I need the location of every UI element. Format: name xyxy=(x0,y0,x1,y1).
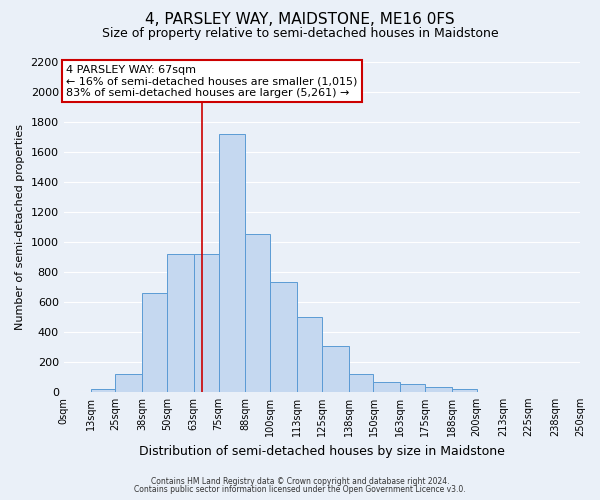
Bar xyxy=(218,134,245,392)
Text: Contains public sector information licensed under the Open Government Licence v3: Contains public sector information licen… xyxy=(134,484,466,494)
Bar xyxy=(167,254,194,392)
Bar xyxy=(194,254,218,392)
Bar xyxy=(322,346,349,392)
Text: 4, PARSLEY WAY, MAIDSTONE, ME16 0FS: 4, PARSLEY WAY, MAIDSTONE, ME16 0FS xyxy=(145,12,455,28)
Bar xyxy=(115,374,142,392)
Bar xyxy=(400,384,425,392)
Text: 4 PARSLEY WAY: 67sqm
← 16% of semi-detached houses are smaller (1,015)
83% of se: 4 PARSLEY WAY: 67sqm ← 16% of semi-detac… xyxy=(66,65,358,98)
Bar xyxy=(373,382,400,392)
Bar xyxy=(91,389,115,392)
Bar xyxy=(270,282,297,392)
Text: Contains HM Land Registry data © Crown copyright and database right 2024.: Contains HM Land Registry data © Crown c… xyxy=(151,477,449,486)
Text: Size of property relative to semi-detached houses in Maidstone: Size of property relative to semi-detach… xyxy=(101,28,499,40)
Bar xyxy=(245,234,270,392)
Bar xyxy=(142,292,167,392)
X-axis label: Distribution of semi-detached houses by size in Maidstone: Distribution of semi-detached houses by … xyxy=(139,444,505,458)
Y-axis label: Number of semi-detached properties: Number of semi-detached properties xyxy=(15,124,25,330)
Bar xyxy=(349,374,373,392)
Bar xyxy=(425,388,452,392)
Bar xyxy=(297,316,322,392)
Bar xyxy=(452,389,477,392)
